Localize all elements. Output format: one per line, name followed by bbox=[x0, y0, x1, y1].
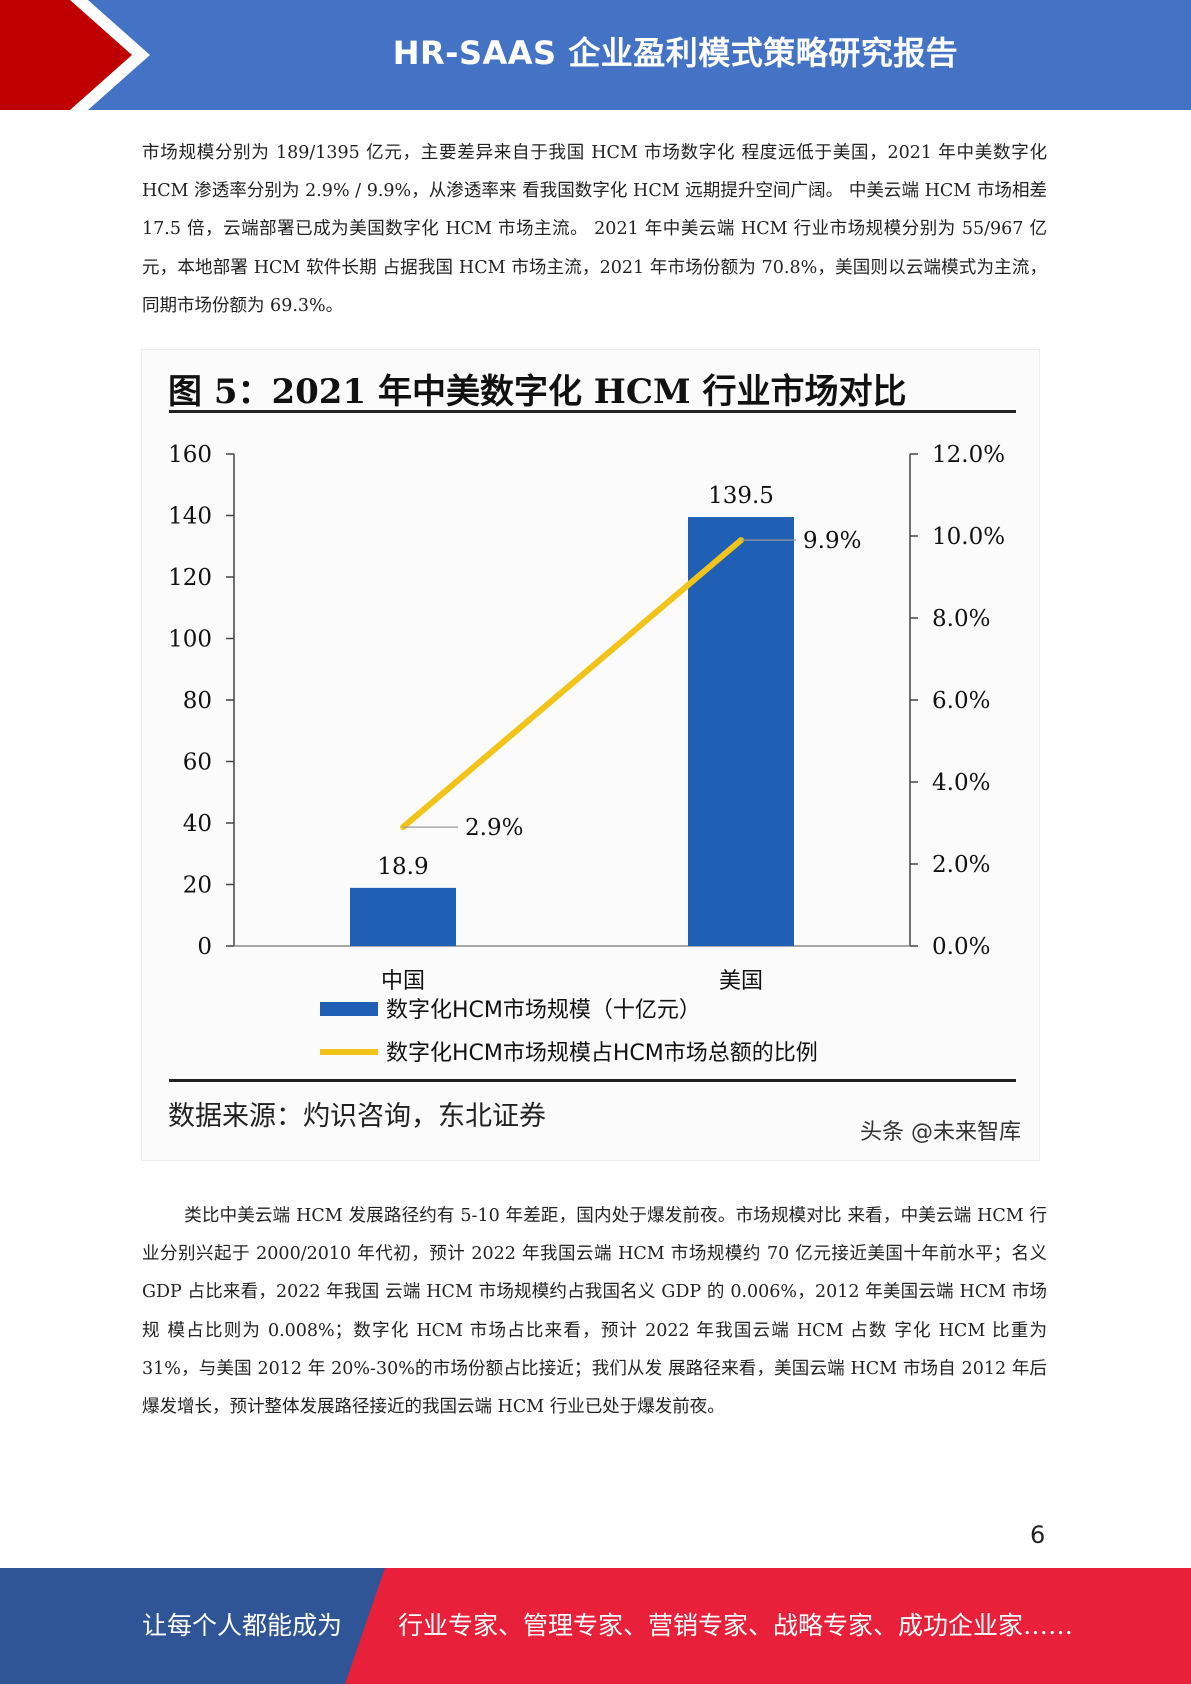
intro-paragraph: 市场规模分别为 189/1395 亿元，主要差异来自于我国 HCM 市场数字化 … bbox=[142, 143, 1047, 316]
category-label: 美国 bbox=[719, 969, 763, 994]
y-tick-label: 80 bbox=[183, 688, 212, 714]
y-tick-label: 140 bbox=[168, 504, 212, 530]
bar-value-label: 139.5 bbox=[708, 483, 774, 509]
line-value-label: 2.9% bbox=[465, 815, 523, 841]
footer-blue-band bbox=[0, 1568, 385, 1684]
hcm-market-chart: 0 20 40 60 80 100 120 140 160 0.0% 2.0% 4.0% 6.0% 8.0… bbox=[168, 442, 1005, 1066]
legend-label-line: 数字化HCM市场规模占HCM市场总额的比例 bbox=[386, 1041, 818, 1066]
line-series bbox=[400, 537, 744, 831]
watermark: 头条 @未来智库 bbox=[860, 1120, 1021, 1145]
bar bbox=[350, 887, 456, 946]
figure-top-rule bbox=[169, 410, 1016, 413]
figure-bottom-rule bbox=[169, 1079, 1016, 1082]
page-footer: 让每个人都能成为 行业专家、管理专家、营销专家、战略专家、成功企业家…… bbox=[0, 1568, 1191, 1684]
y2-tick-label: 2.0% bbox=[932, 852, 990, 878]
y2-tick-label: 6.0% bbox=[932, 688, 990, 714]
legend-swatch-bar bbox=[320, 1002, 378, 1016]
analysis-paragraph-text: 类比中美云端 HCM 发展路径约有 5-10 年差距，国内处于爆发前夜。市场规模… bbox=[142, 1206, 1047, 1418]
category-label: 中国 bbox=[381, 969, 425, 994]
y-tick-label: 100 bbox=[168, 627, 212, 653]
y2-tick-label: 12.0% bbox=[932, 442, 1005, 468]
y-tick-label: 60 bbox=[183, 750, 212, 776]
footer-slogan-left: 让每个人都能成为 bbox=[142, 1611, 343, 1640]
line-value-label: 9.9% bbox=[803, 528, 861, 554]
figure-5: 图 5：2021 年中美数字化 HCM 行业市场对比 0 20 40 60 80 100 1… bbox=[141, 349, 1040, 1161]
bar bbox=[688, 517, 794, 946]
y-tick-label: 120 bbox=[168, 565, 212, 591]
legend-label-bar: 数字化HCM市场规模（十亿元） bbox=[386, 998, 701, 1023]
analysis-paragraph: 类比中美云端 HCM 发展路径约有 5-10 年差距，国内处于爆发前夜。市场规模… bbox=[142, 1197, 1047, 1426]
bar-value-label: 18.9 bbox=[377, 854, 428, 880]
y2-tick-label: 0.0% bbox=[932, 934, 990, 960]
y-tick-label: 0 bbox=[197, 934, 212, 960]
header-arrow-icon bbox=[0, 0, 132, 110]
y2-tick-label: 10.0% bbox=[932, 524, 1005, 550]
y-tick-label: 40 bbox=[183, 811, 212, 837]
footer-slogan-right: 行业专家、管理专家、营销专家、战略专家、成功企业家…… bbox=[398, 1611, 1074, 1640]
figure-source: 数据来源：灼识咨询，东北证券 bbox=[168, 1101, 546, 1132]
y-tick-label: 20 bbox=[183, 873, 212, 899]
y2-tick-label: 8.0% bbox=[932, 606, 990, 632]
page-number: 6 bbox=[1030, 1521, 1046, 1549]
figure-title: 图 5：2021 年中美数字化 HCM 行业市场对比 bbox=[168, 372, 907, 412]
page-header: HR-SAAS 企业盈利模式策略研究报告 bbox=[0, 0, 1191, 110]
y-tick-label: 160 bbox=[168, 442, 212, 468]
y2-tick-label: 4.0% bbox=[932, 770, 990, 796]
report-title: HR-SAAS 企业盈利模式策略研究报告 bbox=[392, 34, 959, 72]
